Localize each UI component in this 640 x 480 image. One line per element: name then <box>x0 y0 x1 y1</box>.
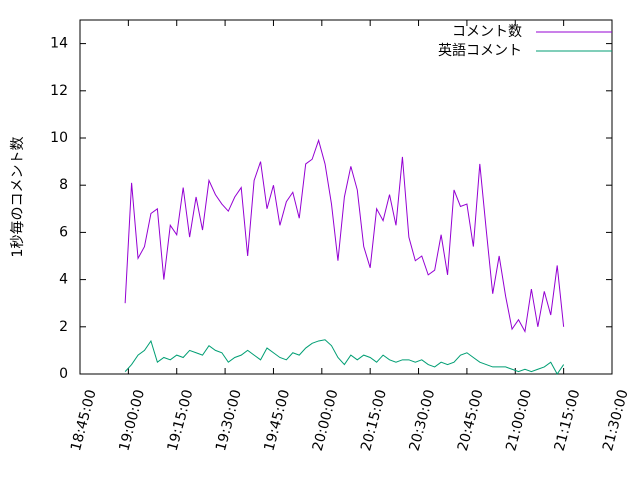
legend-label: 英語コメント <box>438 42 522 59</box>
series-line <box>124 138 565 334</box>
x-tick-label: 21:00:00 <box>503 388 535 453</box>
y-tick-label: 0 <box>59 366 68 382</box>
x-tick-label: 20:15:00 <box>358 388 390 453</box>
x-tick-label: 20:45:00 <box>455 388 487 453</box>
y-tick-label: 2 <box>59 319 68 335</box>
x-tick-label: 20:30:00 <box>407 388 439 453</box>
y-tick-label: 14 <box>50 36 68 52</box>
x-tick-label: 19:00:00 <box>116 388 148 453</box>
x-tick-label: 19:15:00 <box>165 388 197 453</box>
y-tick-label: 12 <box>50 83 68 99</box>
x-tick-label: 21:15:00 <box>552 388 584 453</box>
series-line <box>124 339 565 375</box>
y-tick-label: 4 <box>59 272 68 288</box>
x-tick-label: 19:30:00 <box>213 388 245 453</box>
y-tick-label: 6 <box>59 224 68 240</box>
y-axis-label: 1秒毎のコメント数 <box>10 137 26 258</box>
x-tick-label: 18:45:00 <box>68 388 100 453</box>
x-tick-label: 21:30:00 <box>600 388 632 453</box>
x-tick-label: 19:45:00 <box>261 388 293 453</box>
x-tick-label: 20:00:00 <box>310 388 342 453</box>
y-tick-label: 8 <box>59 177 68 193</box>
plot-border <box>79 19 613 375</box>
y-tick-label: 10 <box>50 130 68 146</box>
legend-label: コメント数 <box>452 24 522 40</box>
